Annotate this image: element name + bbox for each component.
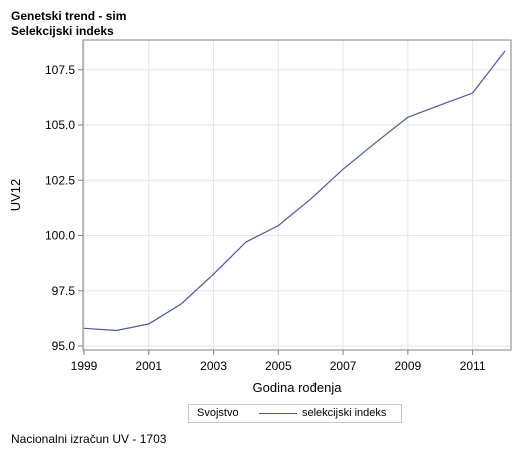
- line-chart: 1999 2001 2003 2005 2007 2009 2011 95.0 97.5 100…: [8, 39, 512, 395]
- x-tick-label: 2003: [200, 359, 227, 373]
- grid: [83, 40, 511, 350]
- chart-subtitle: Selekcijski indeks: [11, 24, 114, 38]
- x-tick-label: 2007: [330, 359, 357, 373]
- plot-frame: [82, 39, 512, 351]
- legend-swatch-line: [259, 413, 297, 414]
- footnote: Nacionalni izračun UV - 1703: [11, 432, 167, 446]
- legend: Svojstvo selekcijski indeks: [188, 404, 402, 423]
- series-line-selekcijski-indeks: [83, 50, 506, 332]
- x-tick-label: 2005: [265, 359, 292, 373]
- y-tick-label: 97.5: [52, 284, 76, 298]
- x-tick-label: 2009: [394, 359, 421, 373]
- legend-entry: selekcijski indeks: [302, 407, 387, 419]
- y-axis: 95.0 97.5 100.0 102.5 105.0 107.5: [45, 63, 83, 353]
- legend-title: Svojstvo: [197, 407, 239, 419]
- y-tick-label: 102.5: [45, 173, 75, 187]
- x-tick-label: 2001: [135, 359, 162, 373]
- y-tick-label: 100.0: [45, 229, 75, 243]
- y-axis-label: UV12: [8, 179, 23, 212]
- series-group: [83, 50, 506, 332]
- x-tick-label: 1999: [71, 359, 98, 373]
- x-axis-label: Godina rođenja: [253, 380, 343, 395]
- x-tick-label: 2011: [460, 359, 486, 373]
- y-tick-label: 107.5: [45, 63, 75, 77]
- y-tick-label: 105.0: [45, 118, 75, 132]
- chart-title: Genetski trend - sim: [11, 9, 127, 23]
- x-axis: 1999 2001 2003 2005 2007 2009 2011: [71, 350, 486, 373]
- y-tick-label: 95.0: [52, 339, 76, 353]
